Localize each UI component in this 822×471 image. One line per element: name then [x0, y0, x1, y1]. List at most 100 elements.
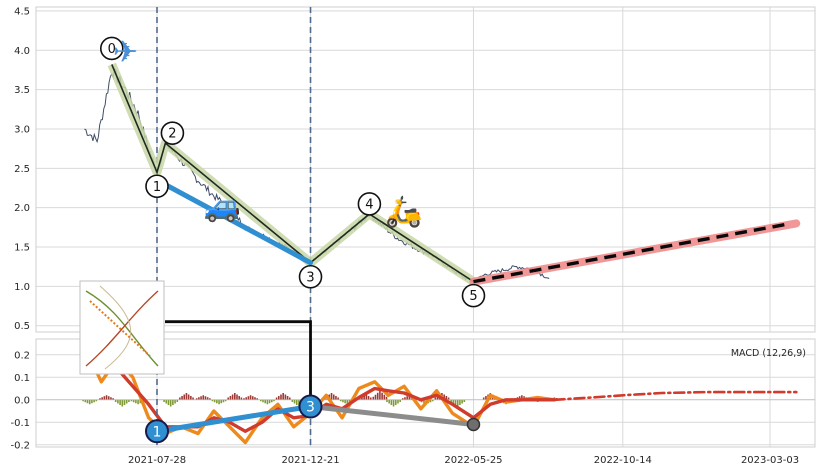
divergence-node-label: 1 [153, 424, 162, 440]
trend-line [154, 177, 314, 266]
macd-histogram-bar [128, 399, 130, 402]
macd-histogram-bar [84, 399, 87, 403]
macd-histogram-bar [461, 399, 463, 404]
zigzag-node-label: 5 [469, 289, 477, 304]
macd-histogram-bar [130, 399, 133, 402]
zigzag-node-5 [461, 283, 486, 308]
macd-y-tick-label: -0.2 [10, 440, 30, 451]
divergence-gray-line [308, 404, 476, 427]
macd-histogram-bar [390, 399, 393, 405]
x-tick-label: 2023-03-03 [741, 455, 799, 466]
macd-y-tick-label: -0.1 [10, 418, 30, 429]
divergence-node-end [466, 417, 481, 432]
macd-histogram-bar [456, 399, 459, 407]
macd-histogram-bar [103, 396, 106, 400]
macd-histogram-bar [463, 399, 466, 402]
macd-histogram-bar [385, 396, 388, 400]
macd-histogram-bar [266, 399, 269, 405]
macd-histogram-bar [485, 396, 487, 400]
macd-histogram-bar [169, 399, 172, 407]
macd-histogram-bar [262, 399, 264, 403]
macd-panel-title: MACD (12,26,9) [731, 348, 806, 359]
macd-histogram-bar [260, 399, 262, 402]
zigzag-node-label: 0 [108, 42, 116, 57]
macd-histogram-bar [165, 399, 168, 404]
forecast-dashed-line [473, 222, 789, 284]
car-icon: 🚙 [204, 189, 241, 224]
macd-histogram-bar [454, 399, 457, 405]
zigzag-node-label: 1 [153, 180, 161, 195]
macd-histogram-bar [99, 398, 101, 400]
macd-histogram-bar [139, 399, 142, 404]
macd-histogram-bar [114, 399, 117, 402]
macd-histogram-bar [401, 398, 404, 400]
macd-histogram-bar [119, 399, 121, 405]
macd-histogram-bar [234, 393, 236, 400]
macd-histogram-bar [249, 395, 252, 400]
macd-histogram-bar [200, 396, 202, 400]
macd-histogram-bar [381, 392, 383, 400]
macd-histogram-bar [190, 396, 192, 400]
zigzag-node-4 [357, 192, 382, 216]
macd-histogram-bar [172, 399, 174, 405]
zigzag-node-label: 3 [306, 270, 314, 285]
divergence-trend-line [154, 404, 314, 434]
macd-histogram-bar [195, 398, 198, 400]
zigzag-node-2 [160, 121, 185, 145]
macd-histogram-bar [374, 394, 377, 400]
macd-histogram-bar [450, 399, 452, 402]
macd-histogram-bar [202, 395, 205, 400]
macd-histogram-bar [369, 397, 372, 400]
macd-histogram-bar [404, 397, 406, 400]
scooter-icon: 🛵 [385, 195, 422, 230]
price-y-tick-label: 3.5 [14, 85, 30, 96]
macd-histogram-bar [167, 399, 170, 405]
macd-histogram-bar [452, 399, 455, 404]
macd-histogram-bar [86, 399, 89, 404]
macd-histogram-bar [247, 396, 250, 400]
macd-histogram-bar [135, 399, 137, 404]
macd-histogram-bar [110, 397, 112, 400]
zigzag-node-label: 4 [365, 197, 373, 212]
macd-histogram-bar [198, 397, 200, 400]
macd-histogram-bar [394, 399, 397, 405]
macd-histogram-bar [337, 397, 339, 400]
macd-histogram-bar [176, 399, 179, 402]
macd-histogram-bar [273, 399, 275, 402]
macd-histogram-bar [268, 399, 271, 404]
macd-histogram-bar [431, 399, 434, 402]
macd-histogram-bar [82, 399, 84, 402]
zigzag-node-1 [145, 174, 169, 199]
macd-histogram-bar [209, 398, 211, 400]
macd-series-line-2 [553, 390, 798, 402]
price-y-tick-label: 3.0 [14, 124, 30, 135]
price-y-tick-label: 1.0 [14, 282, 30, 293]
x-tick-label: 2021-12-21 [281, 455, 339, 466]
price-y-tick-label: 4.5 [14, 6, 30, 17]
macd-histogram-bar [383, 394, 386, 400]
macd-histogram-bar [229, 396, 232, 400]
macd-histogram-bar [220, 399, 223, 404]
zigzag-highlight [107, 62, 476, 286]
airplane-icon: ✈ [113, 35, 138, 70]
macd-histogram-bar [240, 397, 243, 400]
macd-histogram-bar [443, 394, 445, 400]
price-panel-frame [35, 6, 816, 333]
macd-panel-frame [35, 338, 816, 448]
macd-histogram-bar [91, 399, 93, 404]
price-y-tick-label: 2.5 [14, 164, 30, 175]
macd-histogram-bar [218, 399, 220, 405]
macd-histogram-bar [105, 395, 108, 400]
macd-histogram-bar [459, 399, 461, 405]
macd-histogram-bar [330, 393, 333, 400]
macd-histogram-bar [445, 396, 448, 400]
macd-histogram-bar [284, 394, 287, 400]
macd-histogram-bar [275, 397, 278, 400]
connector-line [165, 320, 312, 396]
macd-histogram-bar [93, 399, 95, 403]
zigzag-line [111, 64, 474, 283]
x-tick-label: 2021-07-28 [128, 455, 186, 466]
macd-histogram-bar [434, 397, 437, 400]
